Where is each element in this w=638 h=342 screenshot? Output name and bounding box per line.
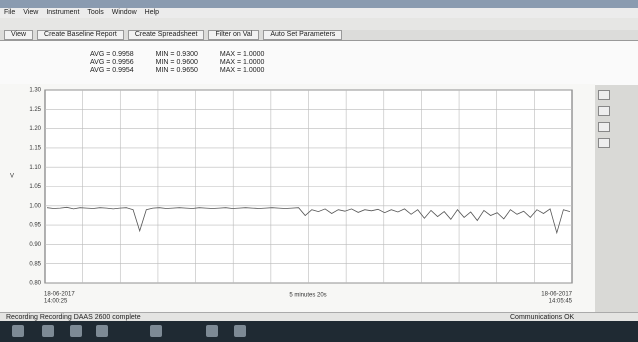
stat-value: MAX = 1.0000 <box>220 51 265 58</box>
y-tick-label: 1.05 <box>29 184 41 190</box>
chart: V 18-06-2017 14:00:25 5 minutes 20s 18-0… <box>0 84 638 314</box>
zoom-button[interactable] <box>598 138 610 148</box>
stat-value: AVG = 0.9954 <box>90 67 134 74</box>
y-tick-label: 1.15 <box>29 145 41 151</box>
x-span-label: 5 minutes 20s <box>289 293 326 299</box>
taskbar-icon[interactable] <box>150 325 162 337</box>
stat-value: MIN = 0.9300 <box>156 51 198 58</box>
y-tick-label: 0.80 <box>29 281 41 287</box>
zoom-button[interactable] <box>598 106 610 116</box>
zoom-button[interactable] <box>598 122 610 132</box>
toolbar <box>0 18 638 30</box>
stat-value: MIN = 0.9650 <box>156 67 198 74</box>
menu-item[interactable]: Tools <box>87 8 103 18</box>
menu-item[interactable]: View <box>23 8 38 18</box>
taskbar-icon[interactable] <box>206 325 218 337</box>
tab[interactable]: Auto Set Parameters <box>263 30 342 40</box>
y-tick-label: 1.00 <box>29 203 41 209</box>
stat-value: MIN = 0.9600 <box>156 59 198 66</box>
tab[interactable]: Filter on Val <box>208 30 259 40</box>
menu-item[interactable]: File <box>4 8 15 18</box>
menu-bar: File View Instrument Tools Window Help <box>0 8 638 18</box>
side-buttons <box>598 88 612 154</box>
y-tick-label: 0.90 <box>29 242 41 248</box>
x-end-date: 18-06-2017 <box>541 292 572 298</box>
taskbar-icon[interactable] <box>234 325 246 337</box>
y-axis-label: V <box>10 174 14 180</box>
menu-item[interactable]: Help <box>145 8 159 18</box>
stat-value: MAX = 1.0000 <box>220 67 265 74</box>
stat-row: AVG = 0.9958 MIN = 0.9300 MAX = 1.0000 <box>90 51 264 58</box>
stat-value: AVG = 0.9958 <box>90 51 134 58</box>
x-start-time: 14:00:25 <box>44 299 68 305</box>
y-tick-label: 1.20 <box>29 126 41 132</box>
y-tick-label: 1.25 <box>29 107 41 113</box>
y-tick-label: 1.10 <box>29 165 41 171</box>
app-window: File View Instrument Tools Window Help View Cr… <box>0 0 638 342</box>
taskbar-icon[interactable] <box>42 325 54 337</box>
taskbar-icon[interactable] <box>70 325 82 337</box>
menu-item[interactable]: Instrument <box>46 8 79 18</box>
zoom-button[interactable] <box>598 90 610 100</box>
menu-item[interactable]: Window <box>112 8 137 18</box>
title-bar <box>0 0 638 8</box>
y-tick-label: 0.95 <box>29 223 41 229</box>
tab[interactable]: Create Baseline Report <box>37 30 124 40</box>
tab-bar: View Create Baseline Report Create Spreads… <box>0 30 638 40</box>
taskbar-icon[interactable] <box>96 325 108 337</box>
stat-value: AVG = 0.9956 <box>90 59 134 66</box>
tab[interactable]: View <box>4 30 33 40</box>
taskbar <box>0 321 638 342</box>
stat-value: MAX = 1.0000 <box>220 59 265 66</box>
x-end-time: 14:05:45 <box>549 299 573 305</box>
y-tick-label: 1.30 <box>29 88 41 94</box>
stat-row: AVG = 0.9956 MIN = 0.9600 MAX = 1.0000 <box>90 59 264 66</box>
start-button[interactable] <box>12 325 24 337</box>
y-tick-label: 0.85 <box>29 261 41 267</box>
stat-row: AVG = 0.9954 MIN = 0.9650 MAX = 1.0000 <box>90 67 264 74</box>
x-start-date: 18-06-2017 <box>44 292 75 298</box>
tab[interactable]: Create Spreadsheet <box>128 30 205 40</box>
